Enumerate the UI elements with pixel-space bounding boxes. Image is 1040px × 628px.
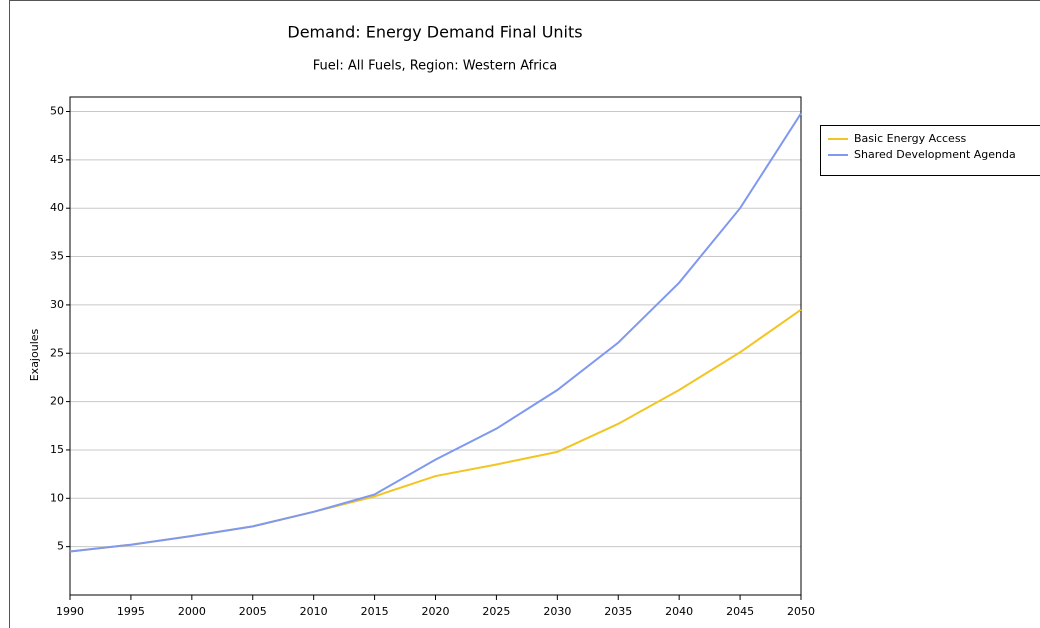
- legend-box: [820, 125, 1040, 176]
- y-tick-label: 10: [50, 491, 64, 504]
- x-tick-label: 2045: [726, 605, 754, 618]
- x-tick-label: 2040: [665, 605, 693, 618]
- x-tick-label: 2005: [239, 605, 267, 618]
- y-tick-label: 20: [50, 395, 64, 408]
- series-line: [69, 112, 802, 553]
- y-tick-label: 45: [50, 153, 64, 166]
- y-axis-label: Exajoules: [28, 328, 41, 381]
- x-tick-label: 2030: [543, 605, 571, 618]
- y-tick-label: 30: [50, 298, 64, 311]
- y-tick-label: 15: [50, 443, 64, 456]
- x-tick-label: 2020: [422, 605, 450, 618]
- y-tick-label: 50: [50, 105, 64, 118]
- x-tick-label: 1995: [117, 605, 145, 618]
- x-tick-label: 2010: [300, 605, 328, 618]
- y-tick-label: 40: [50, 201, 64, 214]
- x-tick-label: 2050: [787, 605, 815, 618]
- y-tick-label: 5: [57, 540, 64, 553]
- legend-label: Shared Development Agenda: [854, 148, 1016, 161]
- x-tick-label: 1990: [56, 605, 84, 618]
- frame: [9, 0, 1040, 628]
- y-tick-label: 35: [50, 250, 64, 263]
- x-tick-label: 2025: [482, 605, 510, 618]
- chart-subtitle: Fuel: All Fuels, Region: Western Africa: [313, 59, 558, 74]
- x-tick-label: 2015: [361, 605, 389, 618]
- y-tick-label: 25: [50, 346, 64, 359]
- x-tick-label: 2000: [178, 605, 206, 618]
- chart-title: Demand: Energy Demand Final Units: [287, 23, 582, 42]
- legend-label: Basic Energy Access: [854, 132, 967, 145]
- x-tick-label: 2035: [604, 605, 632, 618]
